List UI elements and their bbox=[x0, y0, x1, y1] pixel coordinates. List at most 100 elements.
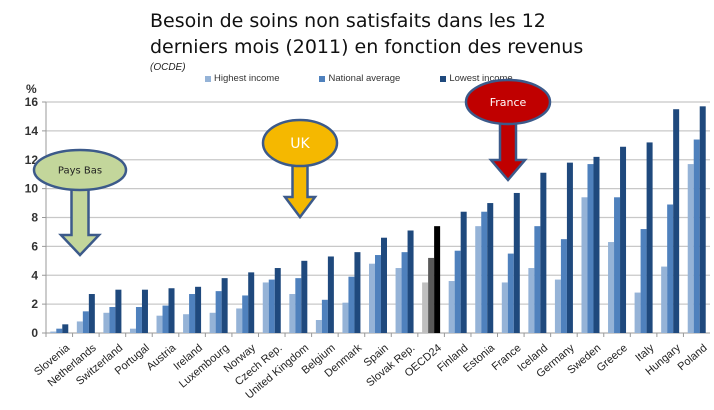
bar bbox=[321, 299, 328, 333]
bar bbox=[141, 289, 148, 333]
bar bbox=[540, 172, 547, 333]
y-tick-label: 14 bbox=[25, 124, 39, 138]
legend-swatch bbox=[319, 75, 326, 82]
bar bbox=[528, 268, 535, 333]
bar bbox=[448, 281, 455, 333]
bar bbox=[428, 257, 435, 333]
annotation-callout: UK bbox=[261, 118, 339, 220]
down-arrow-icon bbox=[58, 183, 102, 257]
x-tick-label: Poland bbox=[676, 342, 710, 373]
bar bbox=[162, 305, 169, 333]
bar bbox=[168, 288, 175, 333]
bar bbox=[103, 312, 110, 333]
bar bbox=[348, 276, 355, 333]
legend-swatch bbox=[205, 75, 211, 82]
bar bbox=[129, 328, 136, 333]
callout-label: UK bbox=[290, 136, 310, 152]
bar bbox=[109, 307, 116, 333]
bar bbox=[534, 226, 541, 333]
bar bbox=[608, 242, 615, 333]
y-tick-label: 10 bbox=[25, 182, 39, 196]
bar bbox=[587, 164, 594, 333]
bar bbox=[274, 268, 281, 333]
bar bbox=[646, 142, 653, 333]
bar bbox=[236, 308, 243, 333]
bar bbox=[189, 294, 196, 333]
bar bbox=[507, 253, 514, 333]
annotation-callout: Pays Bas bbox=[32, 148, 128, 257]
bar bbox=[667, 204, 674, 333]
y-tick-label: 6 bbox=[31, 239, 38, 253]
callout-ellipse bbox=[32, 148, 128, 192]
bar bbox=[566, 162, 573, 333]
bar bbox=[407, 230, 414, 333]
chart-title-line2: derniers mois (2011) en fonction des rev… bbox=[150, 36, 584, 58]
bar bbox=[342, 302, 349, 333]
bar bbox=[248, 272, 255, 333]
bar bbox=[487, 203, 494, 333]
bar bbox=[183, 314, 190, 333]
bar bbox=[56, 328, 63, 333]
bar bbox=[634, 292, 641, 333]
bar bbox=[434, 226, 441, 333]
bar bbox=[693, 139, 700, 333]
bar bbox=[209, 312, 216, 333]
bar bbox=[289, 294, 296, 333]
bar bbox=[614, 197, 621, 333]
bar bbox=[354, 252, 361, 333]
bar bbox=[327, 256, 334, 333]
bar bbox=[135, 307, 142, 333]
bar bbox=[422, 282, 429, 333]
y-tick-label: 2 bbox=[31, 297, 38, 311]
legend-swatch bbox=[440, 75, 447, 82]
bar bbox=[369, 263, 375, 333]
x-tick-label: Austria bbox=[144, 341, 179, 373]
bar bbox=[593, 156, 600, 333]
bar bbox=[315, 320, 322, 333]
legend-item: Highest income bbox=[205, 73, 279, 84]
annotation-callout: France bbox=[464, 78, 552, 182]
y-tick-label: 8 bbox=[31, 211, 38, 225]
y-tick-label: 0 bbox=[31, 326, 38, 340]
bar bbox=[554, 279, 561, 333]
bar bbox=[661, 266, 668, 333]
bar bbox=[687, 164, 694, 333]
bar bbox=[195, 286, 202, 333]
bar bbox=[62, 324, 69, 333]
y-tick-label: 16 bbox=[25, 95, 39, 109]
bar bbox=[699, 106, 706, 333]
y-tick-label: 4 bbox=[31, 268, 38, 282]
callout-ellipse bbox=[464, 78, 552, 126]
bar bbox=[560, 239, 567, 333]
legend-label: Lowest income bbox=[449, 73, 513, 84]
bar bbox=[395, 268, 402, 333]
bar bbox=[262, 282, 269, 333]
bar bbox=[242, 295, 249, 333]
legend-label: Highest income bbox=[214, 73, 280, 84]
bar bbox=[481, 211, 488, 333]
legend-item: National average bbox=[319, 73, 400, 84]
x-tick-label: Greece bbox=[595, 342, 630, 374]
bar bbox=[475, 226, 482, 333]
chart-legend: Highest income National average Lowest inc… bbox=[205, 73, 513, 84]
legend-label: National average bbox=[328, 73, 401, 84]
callout-label: France bbox=[490, 96, 527, 109]
callout-label: Pays Bas bbox=[58, 166, 102, 177]
y-tick-label: 12 bbox=[25, 153, 39, 167]
bar bbox=[295, 278, 302, 333]
down-arrow-icon bbox=[488, 116, 528, 182]
chart-title-line1: Besoin de soins non satisfaits dans les … bbox=[150, 10, 546, 32]
bar bbox=[115, 289, 122, 333]
bar bbox=[460, 211, 467, 333]
bar bbox=[50, 331, 57, 333]
bar bbox=[301, 260, 308, 333]
bar bbox=[401, 252, 408, 333]
bar bbox=[513, 192, 520, 333]
bar bbox=[375, 255, 381, 333]
bar bbox=[640, 229, 647, 333]
y-axis-unit: % bbox=[26, 82, 37, 96]
bar bbox=[268, 279, 275, 333]
bar bbox=[215, 291, 222, 333]
bar bbox=[82, 311, 89, 333]
